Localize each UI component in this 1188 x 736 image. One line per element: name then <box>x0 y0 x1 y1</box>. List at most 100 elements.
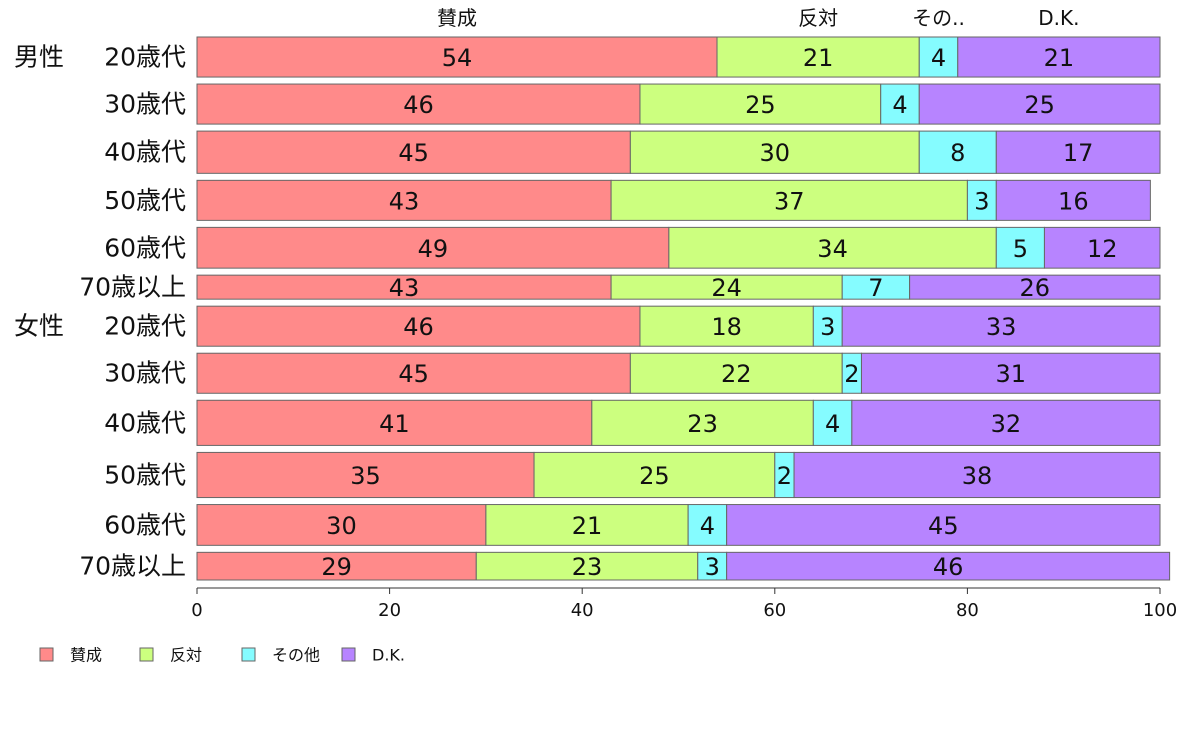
column-header: 賛成 <box>437 6 477 30</box>
bar-segment <box>196 274 612 300</box>
bar-segment <box>687 504 728 546</box>
bar-segment <box>668 226 997 269</box>
data-label: 46 <box>403 91 434 119</box>
category-label: 60歳代 <box>104 510 186 539</box>
bar-segment <box>880 83 920 125</box>
bar-segment <box>196 305 641 347</box>
data-label: 4 <box>700 512 715 540</box>
data-label: 41 <box>379 410 410 438</box>
data-label: 23 <box>572 553 603 581</box>
bar-segment <box>533 451 776 499</box>
data-label: 29 <box>321 553 352 581</box>
category-label: 30歳代 <box>104 90 186 119</box>
category-label: 60歳代 <box>104 233 186 262</box>
bar-segment <box>909 274 1161 300</box>
data-label: 7 <box>868 274 883 302</box>
bar-segment <box>196 352 631 394</box>
bar-segment <box>841 274 911 300</box>
data-label: 37 <box>774 187 805 215</box>
column-header: D.K. <box>1038 6 1079 30</box>
data-label: 5 <box>1013 235 1028 263</box>
category-label: 50歳代 <box>104 460 186 489</box>
data-label: 4 <box>825 410 840 438</box>
bar-segment <box>793 451 1161 499</box>
bar-segment <box>196 451 535 499</box>
legend-label: 賛成 <box>70 646 102 665</box>
data-label: 23 <box>687 410 718 438</box>
category-label: 20歳代 <box>104 43 186 72</box>
data-label: 4 <box>931 44 946 72</box>
data-label: 31 <box>995 360 1026 388</box>
data-label: 2 <box>844 360 859 388</box>
x-tick-label: 20 <box>378 600 401 621</box>
bar-segment <box>196 551 477 581</box>
x-tick-label: 100 <box>1143 600 1177 621</box>
data-label: 30 <box>760 139 791 167</box>
x-tick-label: 60 <box>763 600 786 621</box>
category-label: 30歳代 <box>104 359 186 388</box>
data-label: 22 <box>721 360 752 388</box>
legend-label: その他 <box>272 646 320 665</box>
data-label: 49 <box>418 235 449 263</box>
data-label: 3 <box>820 313 835 341</box>
x-tick-label: 0 <box>191 600 202 621</box>
bar-segment <box>485 504 689 546</box>
data-label: 54 <box>442 44 473 72</box>
data-label: 18 <box>711 313 742 341</box>
column-header: その.. <box>912 6 965 30</box>
bar-segment <box>1043 226 1161 269</box>
category-label: 50歳代 <box>104 186 186 215</box>
bar-segment <box>851 399 1161 446</box>
bar-segment <box>610 179 968 221</box>
bar-segment <box>196 226 670 269</box>
legend-label: D.K. <box>372 646 405 665</box>
bar-segment <box>697 551 728 581</box>
category-label: 40歳代 <box>104 408 186 437</box>
column-header: 反対 <box>798 6 838 30</box>
data-label: 35 <box>350 462 381 490</box>
data-label: 25 <box>1024 91 1055 119</box>
bar-segment <box>610 274 843 300</box>
bar-segment <box>196 83 641 125</box>
data-label: 16 <box>1058 187 1089 215</box>
data-label: 17 <box>1063 139 1094 167</box>
bar-segment <box>726 504 1161 546</box>
legend-label: 反対 <box>170 646 202 665</box>
data-label: 21 <box>1044 44 1075 72</box>
data-label: 8 <box>950 139 965 167</box>
data-label: 24 <box>711 274 742 302</box>
data-label: 3 <box>705 553 720 581</box>
bar-segment <box>918 83 1161 125</box>
data-label: 45 <box>398 139 429 167</box>
category-label: 40歳代 <box>104 138 186 167</box>
data-label: 21 <box>803 44 834 72</box>
data-label: 30 <box>326 512 357 540</box>
bar-segment <box>196 130 631 174</box>
x-tick-label: 80 <box>956 600 979 621</box>
legend-swatch <box>341 647 356 662</box>
bar-segment <box>995 179 1151 221</box>
bar-segment <box>629 130 920 174</box>
bar-segment <box>639 83 882 125</box>
data-label: 26 <box>1020 274 1051 302</box>
group-label: 女性 <box>14 312 64 341</box>
data-label: 2 <box>777 462 792 490</box>
legend-swatch <box>39 647 54 662</box>
data-label: 3 <box>974 187 989 215</box>
data-label: 45 <box>398 360 429 388</box>
bar-segment <box>196 179 612 221</box>
bar-segment <box>995 130 1161 174</box>
bar-segment <box>716 36 920 78</box>
bar-segment <box>841 305 1161 347</box>
legend-swatch <box>139 647 154 662</box>
data-label: 33 <box>986 313 1017 341</box>
bar-segment <box>918 36 959 78</box>
data-label: 46 <box>933 553 964 581</box>
data-label: 25 <box>745 91 776 119</box>
bar-segment <box>726 551 1171 581</box>
data-label: 4 <box>892 91 907 119</box>
bar-segment <box>196 36 718 78</box>
data-label: 43 <box>389 274 420 302</box>
data-label: 32 <box>991 410 1022 438</box>
